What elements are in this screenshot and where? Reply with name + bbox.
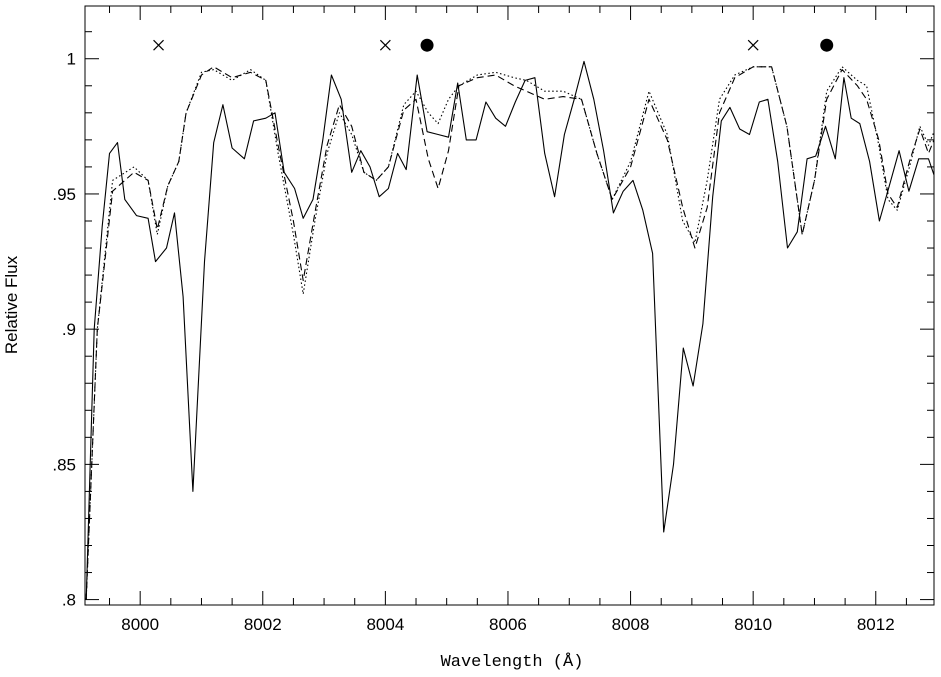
cross-stroke	[747, 39, 759, 51]
cross-marker	[747, 39, 759, 51]
cross-marker	[153, 39, 164, 51]
marker-group	[153, 38, 834, 52]
x-tick-label: 8012	[857, 615, 895, 634]
x-axis-title: Wavelength (Å)	[441, 653, 584, 672]
x-tick-label: 8006	[489, 615, 527, 634]
dot-marker	[820, 38, 834, 52]
tick-marks	[85, 6, 934, 605]
x-tick-label: 8008	[612, 615, 650, 634]
x-tick-label: 8000	[121, 615, 159, 634]
cross-stroke	[153, 39, 164, 51]
series-line-solid	[85, 60, 935, 600]
x-tick-label: 8004	[366, 615, 404, 634]
series-group	[85, 60, 935, 600]
y-tick-labels: .8 .85 .9 .95 1	[52, 50, 76, 610]
y-tick-label: .9	[62, 320, 76, 339]
cross-stroke	[379, 39, 391, 51]
y-axis-title: Relative Flux	[2, 255, 21, 354]
y-tick-label: .85	[52, 455, 76, 474]
y-tick-label: .8	[62, 591, 76, 610]
dot-marker	[420, 38, 434, 52]
x-tick-label: 8002	[244, 615, 282, 634]
series-line-dotted	[85, 66, 935, 600]
plot-frame	[84, 5, 935, 606]
x-tick-labels: 8000 8002 8004 8006 8008 8010 8012	[121, 615, 894, 634]
y-tick-label: .95	[52, 185, 76, 204]
y-tick-label: 1	[67, 50, 76, 69]
series-line-dashed	[85, 66, 935, 600]
x-tick-label: 8010	[734, 615, 772, 634]
cross-marker	[379, 39, 391, 51]
